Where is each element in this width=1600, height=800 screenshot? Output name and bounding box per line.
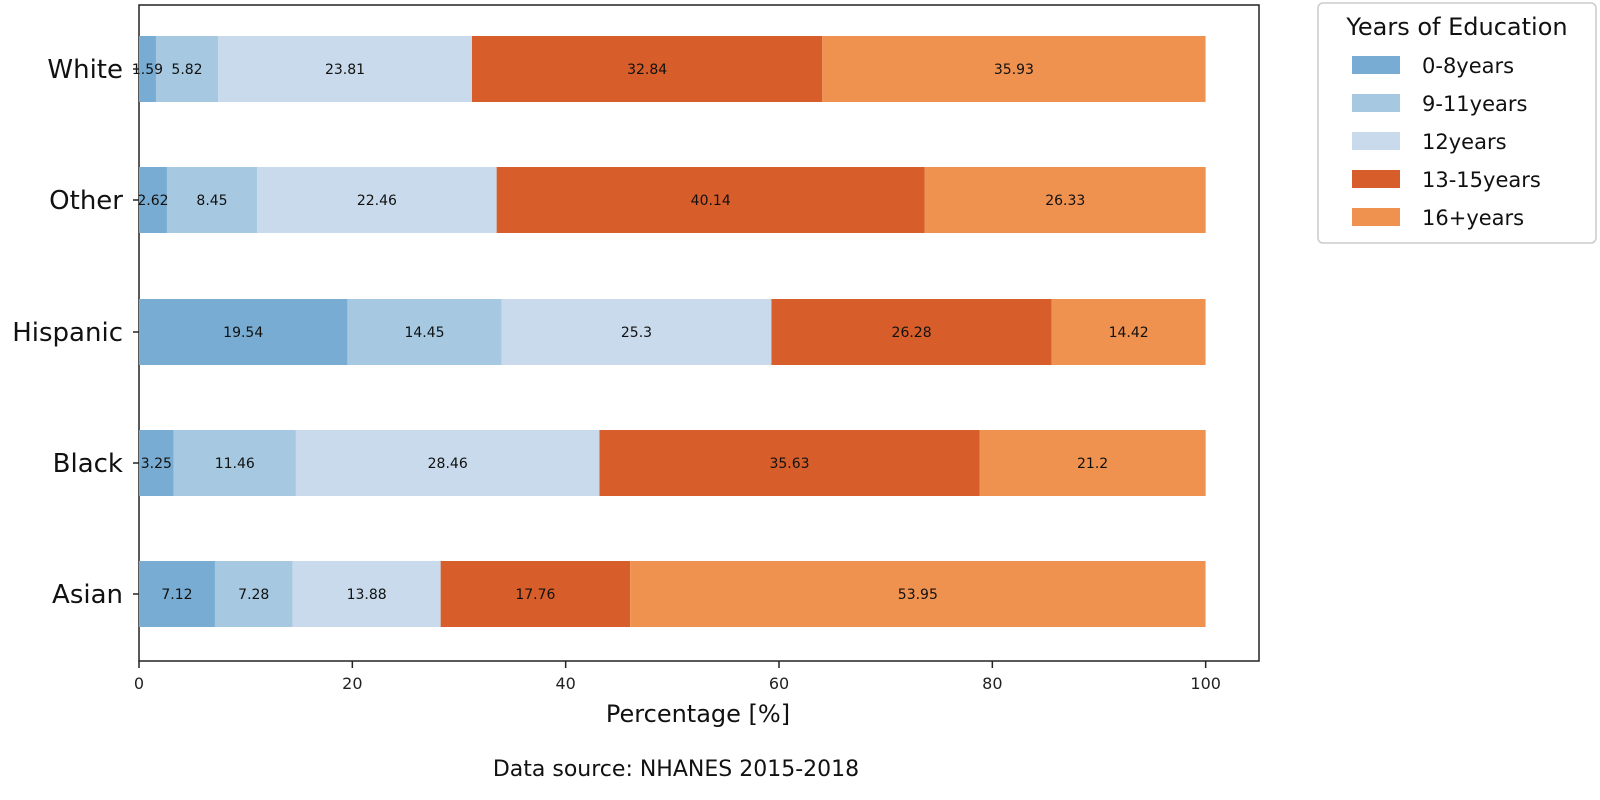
bar-hispanic-9-11years <box>347 299 502 365</box>
x-tick-label: 0 <box>134 674 144 693</box>
data-label: 14.45 <box>404 325 444 341</box>
data-label: 7.12 <box>161 587 192 603</box>
bar-white-12years <box>218 36 473 102</box>
bar-white-0-8years <box>139 36 156 102</box>
bar-asian-9-11years <box>214 561 293 627</box>
bar-hispanic-12years <box>501 299 772 365</box>
data-label: 22.46 <box>357 193 397 209</box>
legend-label: 9-11years <box>1422 92 1527 116</box>
data-label: 8.45 <box>196 193 227 209</box>
bar-black-12years <box>295 430 600 496</box>
data-label: 32.84 <box>627 62 667 78</box>
bar-hispanic-16-years <box>1051 299 1206 365</box>
category-label: Black <box>53 449 123 479</box>
category-label: Asian <box>52 580 123 610</box>
data-label: 40.14 <box>691 193 731 209</box>
legend: Years of Education 0-8years 9-11years 12ye… <box>1317 2 1597 244</box>
legend-label: 13-15years <box>1422 168 1541 192</box>
data-label: 17.76 <box>515 587 555 603</box>
legend-items: 0-8years 9-11years 12years 13-15years 16+yea… <box>1352 54 1541 230</box>
bar-hispanic-13-15years <box>771 299 1052 365</box>
category-label: Other <box>49 186 123 216</box>
bar-hispanic-0-8years <box>139 299 348 365</box>
data-label: 23.81 <box>325 62 365 78</box>
data-label: 53.95 <box>898 587 938 603</box>
legend-swatch <box>1352 208 1400 226</box>
bar-asian-12years <box>292 561 441 627</box>
data-label: 14.42 <box>1109 325 1149 341</box>
legend-label: 12years <box>1422 130 1507 154</box>
category-labels: White Other Hispanic Black Asian <box>12 55 139 610</box>
data-label: 7.28 <box>238 587 269 603</box>
data-label: 1.59 <box>132 62 163 78</box>
category-label: White <box>47 55 123 85</box>
x-tick-label: 60 <box>769 674 789 693</box>
bars-layer <box>139 36 1206 627</box>
x-tick-label: 100 <box>1190 674 1221 693</box>
bar-other-12years <box>257 167 497 233</box>
bar-other-13-15years <box>496 167 925 233</box>
bar-black-0-8years <box>139 430 174 496</box>
data-label: 35.93 <box>994 62 1034 78</box>
bar-white-16-years <box>822 36 1206 102</box>
data-label: 2.62 <box>137 193 168 209</box>
data-labels-layer: 1.59 5.82 23.81 32.84 35.93 2.62 8.45 22.46 40.1… <box>132 62 1149 603</box>
bar-black-16-years <box>979 430 1206 496</box>
bar-asian-0-8years <box>139 561 215 627</box>
data-label: 19.54 <box>223 325 263 341</box>
x-tick-label: 40 <box>555 674 575 693</box>
x-axis-ticks: 0 20 40 60 80 100 <box>134 661 1221 693</box>
legend-swatch <box>1352 56 1400 74</box>
bar-asian-16-years <box>630 561 1206 627</box>
data-label: 28.46 <box>428 456 468 472</box>
bar-asian-13-15years <box>440 561 631 627</box>
data-label: 26.33 <box>1045 193 1085 209</box>
legend-swatch <box>1352 170 1400 188</box>
data-label: 26.28 <box>892 325 932 341</box>
legend-title: Years of Education <box>1345 13 1567 41</box>
bar-black-13-15years <box>599 430 980 496</box>
bar-black-9-11years <box>173 430 296 496</box>
data-label: 3.25 <box>141 456 172 472</box>
data-label: 25.3 <box>621 325 652 341</box>
bar-white-13-15years <box>472 36 823 102</box>
bar-other-9-11years <box>166 167 258 233</box>
legend-swatch <box>1352 94 1400 112</box>
data-label: 5.82 <box>171 62 202 78</box>
x-tick-label: 20 <box>342 674 362 693</box>
data-label: 21.2 <box>1077 456 1108 472</box>
data-label: 11.46 <box>215 456 255 472</box>
bar-other-16-years <box>924 167 1206 233</box>
bar-white-9-11years <box>155 36 219 102</box>
x-tick-label: 80 <box>982 674 1002 693</box>
data-source-caption: Data source: NHANES 2015-2018 <box>493 757 859 782</box>
legend-label: 16+years <box>1422 206 1524 230</box>
category-label: Hispanic <box>12 318 123 348</box>
bar-other-0-8years <box>139 167 167 233</box>
x-axis-label: Percentage [%] <box>606 700 790 728</box>
legend-swatch <box>1352 132 1400 150</box>
data-label: 35.63 <box>769 456 809 472</box>
legend-label: 0-8years <box>1422 54 1514 78</box>
data-label: 13.88 <box>347 587 387 603</box>
